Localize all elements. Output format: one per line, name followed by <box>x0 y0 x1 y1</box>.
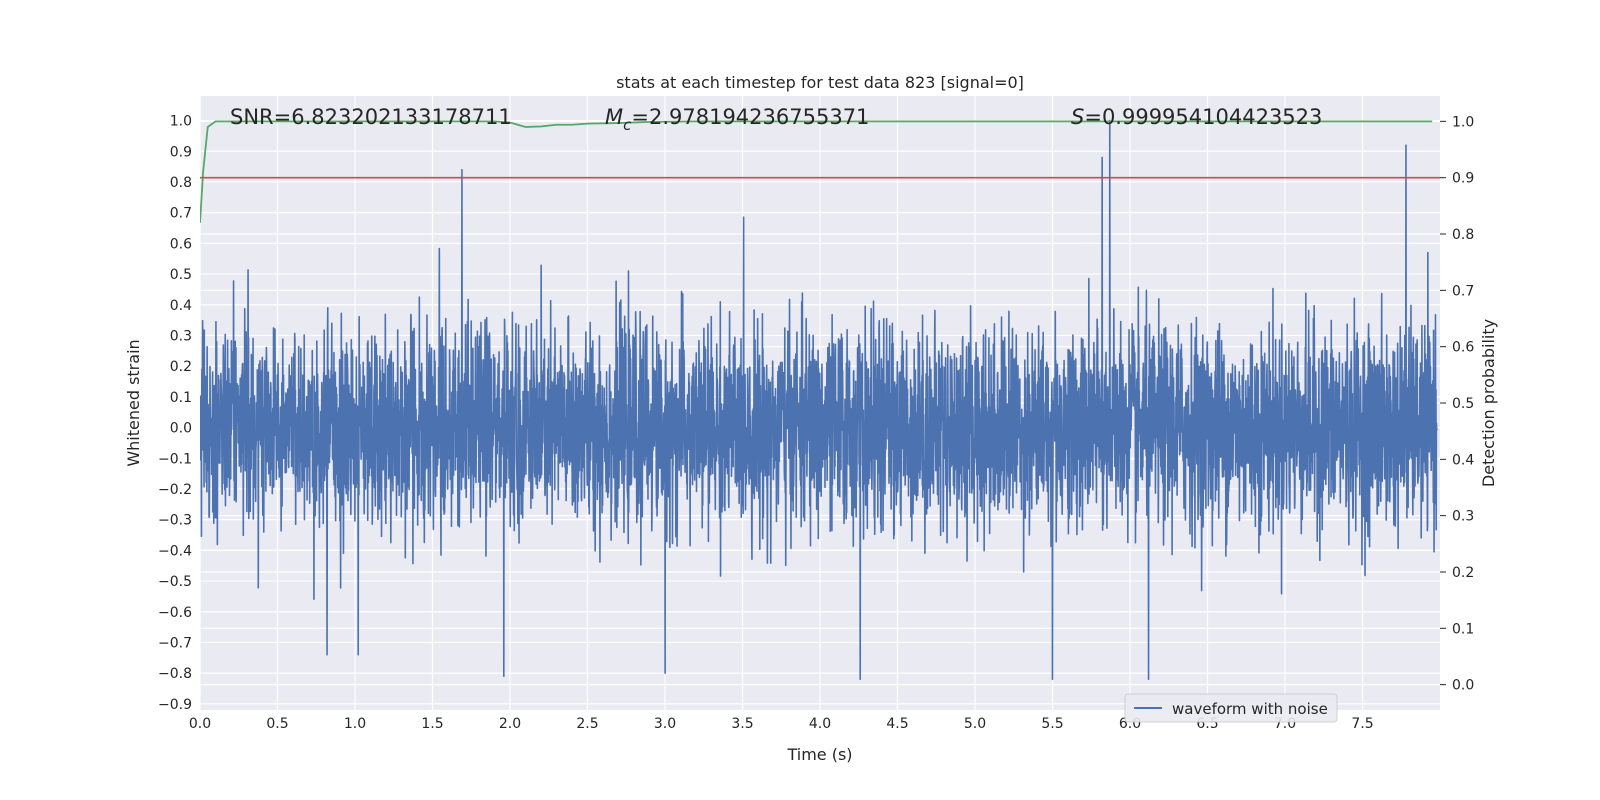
chirp-mass-symbol: M <box>605 105 623 129</box>
y2-tick-label: 0.1 <box>1452 621 1474 637</box>
y2-tick-label: 1.0 <box>1452 114 1474 130</box>
y2-tick-label: 0.8 <box>1452 227 1474 243</box>
snr-annotation: SNR=6.823202133178711 <box>230 105 512 129</box>
legend: waveform with noise <box>1124 693 1338 723</box>
x-tick-label: 3.5 <box>731 716 753 732</box>
x-tick-label: 4.0 <box>809 716 831 732</box>
y2-tick-label: 0.6 <box>1452 340 1474 356</box>
y-tick-label: 0.1 <box>170 390 192 406</box>
x-tick-label: 1.5 <box>421 716 443 732</box>
tick-labels: 0.0 0.5 1.0 1.5 2.0 2.5 3.0 3.5 4.0 4.5 5.0 5.5 6.0 6… <box>158 114 1474 732</box>
x-tick-label: 0.0 <box>189 716 211 732</box>
x-tick-label: 7.5 <box>1351 716 1373 732</box>
y-tick-label: 0.7 <box>170 206 192 222</box>
chirp-mass-value: =2.978194236755371 <box>631 105 869 129</box>
legend-label-waveform: waveform with noise <box>1172 700 1328 718</box>
y-tick-label: −0.1 <box>158 451 192 467</box>
y-tick-label: 0.4 <box>170 298 192 314</box>
detection-probability-line <box>200 120 1433 223</box>
y-axis-label: Whitened strain <box>124 339 143 466</box>
y2-tick-label: 0.3 <box>1452 509 1474 525</box>
x-tick-label: 4.5 <box>886 716 908 732</box>
detection-stat-value: =0.999954104423523 <box>1084 105 1322 129</box>
waveform-with-noise-line <box>200 119 1438 681</box>
x-tick-label: 5.0 <box>964 716 986 732</box>
y2-tick-label: 0.4 <box>1452 452 1474 468</box>
y-tick-label: −0.7 <box>158 635 192 651</box>
x-tick-label: 0.5 <box>266 716 288 732</box>
legend-box <box>1124 693 1338 723</box>
y-tick-label: 0.0 <box>170 421 192 437</box>
chart-title: stats at each timestep for test data 823… <box>616 73 1024 92</box>
y-tick-label: 0.8 <box>170 175 192 191</box>
y2-tick-label: 0.9 <box>1452 171 1474 187</box>
y2-tick-label: 0.5 <box>1452 396 1474 412</box>
y-tick-label: 0.3 <box>170 328 192 344</box>
x-tick-label: 1.0 <box>344 716 366 732</box>
chirp-mass-annotation: Mc=2.978194236755371 <box>605 105 869 134</box>
y-tick-label: 0.9 <box>170 144 192 160</box>
x-tick-label: 2.0 <box>499 716 521 732</box>
y-tick-label: 0.5 <box>170 267 192 283</box>
y2-tick-label: 0.2 <box>1452 565 1474 581</box>
chirp-mass-subscript: c <box>623 116 632 134</box>
y-tick-label: −0.6 <box>158 605 192 621</box>
series-layer <box>200 119 1440 681</box>
x-tick-label: 5.5 <box>1041 716 1063 732</box>
x-tick-label: 2.5 <box>576 716 598 732</box>
detection-stat-symbol: S <box>1071 105 1084 129</box>
y-tick-label: −0.9 <box>158 697 192 713</box>
y-tick-label: 1.0 <box>170 114 192 130</box>
y2-tick-label: 0.7 <box>1452 283 1474 299</box>
y2-tick-label: 0.0 <box>1452 678 1474 694</box>
y-tick-label: 0.2 <box>170 359 192 375</box>
y-tick-label: −0.5 <box>158 574 192 590</box>
y-tick-label: −0.2 <box>158 482 192 498</box>
y-tick-label: −0.3 <box>158 513 192 529</box>
y2-axis-label: Detection probability <box>1479 319 1498 487</box>
y-tick-label: 0.6 <box>170 236 192 252</box>
x-axis-label: Time (s) <box>786 745 852 764</box>
y-tick-label: −0.8 <box>158 666 192 682</box>
y-tick-label: −0.4 <box>158 543 192 559</box>
detection-stat-annotation: S=0.999954104423523 <box>1071 105 1322 129</box>
x-tick-label: 3.0 <box>654 716 676 732</box>
